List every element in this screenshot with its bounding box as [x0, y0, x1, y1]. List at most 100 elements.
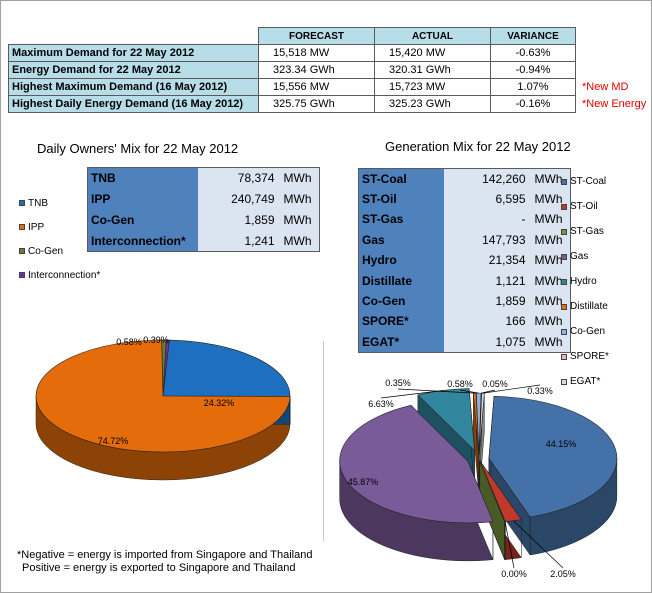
legend-item: EGAT* — [561, 369, 609, 394]
legend-item: Interconnection* — [19, 263, 100, 287]
mix-unit: MWh — [528, 331, 571, 353]
mix-value: 6,595 — [443, 188, 529, 210]
mix-value: 78,374 — [197, 167, 278, 189]
header-variance: VARIANCE — [490, 27, 576, 45]
mix-unit: MWh — [528, 250, 571, 271]
row-label: Highest Maximum Demand (16 May 2012) — [8, 78, 259, 96]
mix-unit: MWh — [528, 229, 571, 251]
row-variance: -0.94% — [490, 61, 576, 79]
pie-data-label: 45.87% — [348, 477, 379, 487]
mix-value: 1,121 — [443, 270, 529, 291]
mix-name: Co-Gen — [87, 209, 198, 231]
pie-data-label: 0.58% — [447, 379, 473, 389]
legend-swatch — [561, 178, 567, 185]
legend-item: SPORE* — [561, 344, 609, 369]
mix-name: SPORE* — [358, 311, 444, 332]
legend-item: Gas — [561, 244, 609, 269]
legend-item: ST-Oil — [561, 194, 609, 219]
legend-item: ST-Coal — [561, 169, 609, 194]
summary-header-blank — [8, 27, 259, 45]
pie-leader-line — [513, 520, 564, 569]
pie-data-label: 74.72% — [98, 436, 129, 446]
pie-data-label: 0.05% — [482, 379, 508, 389]
mix-name: EGAT* — [358, 331, 444, 353]
legend-item: Distillate — [561, 294, 609, 319]
row-actual: 15,723 MW — [374, 78, 491, 96]
table-row: Hydro 21,354 MWh — [358, 250, 571, 271]
table-row: Distillate 1,121 MWh — [358, 270, 571, 291]
legend-item: ST-Gas — [561, 219, 609, 244]
table-row: Maximum Demand for 22 May 2012 15,518 MW… — [8, 44, 650, 62]
table-row: TNB 78,374 MWh — [87, 167, 320, 189]
pie-chart-owners: 24.32% 74.72% 0.58% 0.39% — [35, 335, 291, 481]
legend-label: ST-Gas — [570, 226, 604, 237]
generation-legend: ST-Coal ST-Oil ST-Gas Gas Hydro Distillate Co-… — [561, 169, 609, 394]
legend-label: Co-Gen — [570, 326, 606, 337]
owners-mix-table: TNB 78,374 MWh IPP 240,749 MWh Co-Gen 1,859 MWh I… — [87, 167, 320, 252]
mix-value: 1,241 — [197, 230, 278, 252]
legend-item: TNB — [19, 191, 100, 215]
row-forecast: 15,518 MW — [258, 44, 375, 62]
mix-name: ST-Coal — [358, 168, 444, 189]
legend-swatch — [561, 278, 567, 285]
pie-data-label: 2.05% — [550, 569, 576, 579]
mix-unit: MWh — [277, 167, 320, 189]
legend-swatch — [561, 378, 567, 385]
mix-unit: MWh — [528, 290, 571, 312]
mix-value: 142,260 — [443, 168, 529, 189]
row-actual: 325.23 GWh — [374, 95, 491, 113]
legend-label: Hydro — [570, 276, 597, 287]
legend-item: Co-Gen — [19, 239, 100, 263]
pie-data-label: 0.39% — [143, 335, 169, 345]
generation-mix-table: ST-Coal 142,260 MWh ST-Oil 6,595 MWh ST-Gas - MW… — [358, 168, 571, 353]
pie-leader-line — [504, 521, 515, 569]
mix-unit: MWh — [277, 230, 320, 252]
row-forecast: 325.75 GWh — [258, 95, 375, 113]
legend-swatch — [561, 303, 567, 310]
table-row: IPP 240,749 MWh — [87, 188, 320, 210]
mix-name: Interconnection* — [87, 230, 198, 252]
table-row: ST-Gas - MWh — [358, 209, 571, 230]
legend-swatch — [561, 228, 567, 235]
legend-swatch — [19, 248, 25, 254]
row-variance: 1.07% — [490, 78, 576, 96]
table-row: SPORE* 166 MWh — [358, 311, 571, 332]
legend-label: ST-Oil — [570, 201, 598, 212]
header-actual: ACTUAL — [374, 27, 491, 45]
chart-divider — [323, 341, 324, 541]
mix-unit: MWh — [277, 188, 320, 210]
legend-swatch — [561, 328, 567, 335]
legend-item: Hydro — [561, 269, 609, 294]
mix-unit: MWh — [528, 188, 571, 210]
pie-chart-gen: 44.15% 2.05% 0.00% 45.87% 6.63% 0.35% 0.58% 0.0… — [339, 378, 618, 579]
mix-unit: MWh — [528, 209, 571, 230]
pie-data-label: 24.32% — [204, 398, 235, 408]
table-row: ST-Coal 142,260 MWh — [358, 168, 571, 189]
mix-name: ST-Oil — [358, 188, 444, 210]
legend-label: TNB — [28, 197, 48, 209]
pie-leader-line — [380, 390, 443, 399]
row-variance: -0.16% — [490, 95, 576, 113]
legend-label: Gas — [570, 251, 589, 262]
mix-name: TNB — [87, 167, 198, 189]
pie-slice-hydro — [417, 388, 475, 452]
table-row: ST-Oil 6,595 MWh — [358, 188, 571, 210]
table-row: Co-Gen 1,859 MWh — [87, 209, 320, 231]
pie-data-label: 6.63% — [368, 399, 394, 409]
legend-swatch — [19, 272, 25, 278]
legend-label: Distillate — [570, 301, 608, 312]
mix-value: - — [443, 209, 529, 230]
pie-data-label: 44.15% — [546, 439, 577, 449]
table-row: Highest Maximum Demand (16 May 2012) 15,… — [8, 78, 650, 96]
pie-data-label: 0.58% — [116, 337, 142, 347]
legend-swatch — [561, 203, 567, 210]
footnote-line-2: Positive = energy is exported to Singapo… — [22, 562, 296, 574]
pie-slice-st-coal — [488, 396, 618, 518]
legend-item: IPP — [19, 215, 100, 239]
mix-unit: MWh — [528, 168, 571, 189]
owners-legend: TNB IPP Co-Gen Interconnection* — [19, 191, 100, 287]
legend-label: Co-Gen — [28, 245, 64, 257]
pie-leader-line — [459, 389, 479, 394]
table-row: Co-Gen 1,859 MWh — [358, 290, 571, 312]
